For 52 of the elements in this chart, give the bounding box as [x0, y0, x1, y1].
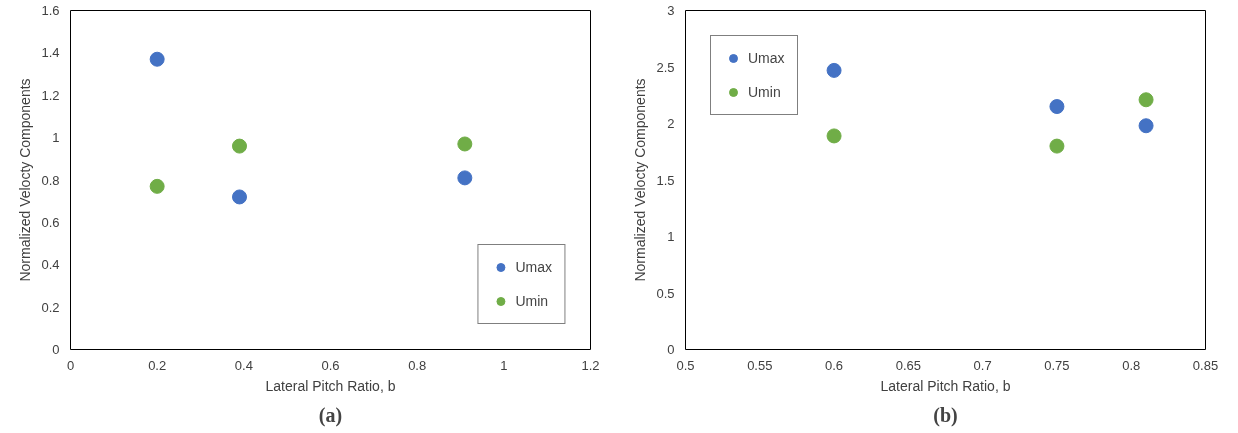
y-tick-label: 0.6 — [41, 214, 60, 230]
point — [1049, 138, 1065, 154]
x-axis-title: Lateral Pitch Ratio, b — [265, 377, 396, 394]
x-tick-label: 0.7 — [973, 357, 992, 373]
legend-label: Umin — [515, 293, 549, 309]
y-tick-label: 0 — [667, 342, 675, 357]
y-tick-label: 1.2 — [41, 87, 60, 103]
legend-label: Umin — [748, 84, 781, 100]
y-tick-label: 0.2 — [41, 299, 60, 315]
point — [1138, 118, 1154, 134]
x-tick-label: 0.65 — [895, 357, 922, 373]
point — [232, 189, 247, 205]
text: (a) — [318, 403, 343, 427]
point — [1138, 92, 1154, 108]
y-tick-label: 1.4 — [41, 45, 60, 61]
y-tick-label: 2.5 — [656, 59, 675, 75]
point — [1049, 99, 1065, 115]
y-tick-label: 0.5 — [656, 285, 675, 301]
y-tick-label: 0.8 — [41, 172, 60, 188]
y-tick-label: 2 — [667, 116, 675, 131]
point — [457, 170, 473, 186]
legend-label: Umax — [748, 50, 785, 66]
x-tick-label: 0.75 — [1044, 357, 1070, 373]
point — [826, 128, 842, 144]
y-tick-label: 3 — [667, 3, 675, 18]
y-tick-label: 1.5 — [656, 172, 675, 188]
x-tick-label: 0 — [66, 357, 75, 373]
y-tick-label: 1.6 — [41, 3, 60, 18]
point — [457, 136, 473, 152]
x-tick-label: 0.2 — [148, 357, 167, 373]
x-tick-label: 1 — [500, 357, 508, 373]
y-axis-title: Normalized Velocty Components — [17, 78, 34, 282]
point — [826, 62, 842, 78]
x-tick-label: 1.2 — [581, 357, 600, 373]
x-tick-label: 0.55 — [747, 357, 773, 373]
y-tick-label: 1 — [667, 229, 675, 244]
y-tick-label: 0.4 — [41, 257, 60, 273]
y-tick-label: 0 — [52, 342, 60, 357]
x-tick-label: 0.4 — [234, 357, 253, 373]
x-tick-label: 0.6 — [825, 357, 844, 373]
point — [149, 178, 165, 194]
y-axis-title: Normalized Velocty Components — [632, 78, 649, 282]
point — [149, 51, 165, 67]
x-tick-label: 0.8 — [1122, 357, 1141, 373]
x-tick-label: 0.8 — [408, 357, 427, 373]
legend-label: Umax — [515, 259, 552, 275]
y-tick-label: 1 — [52, 130, 60, 146]
x-tick-label: 0.85 — [1192, 357, 1219, 373]
text: (b) — [933, 403, 958, 427]
x-tick-label: 0.6 — [321, 357, 340, 373]
point — [232, 138, 247, 154]
x-axis-title: Lateral Pitch Ratio, b — [880, 377, 1011, 394]
